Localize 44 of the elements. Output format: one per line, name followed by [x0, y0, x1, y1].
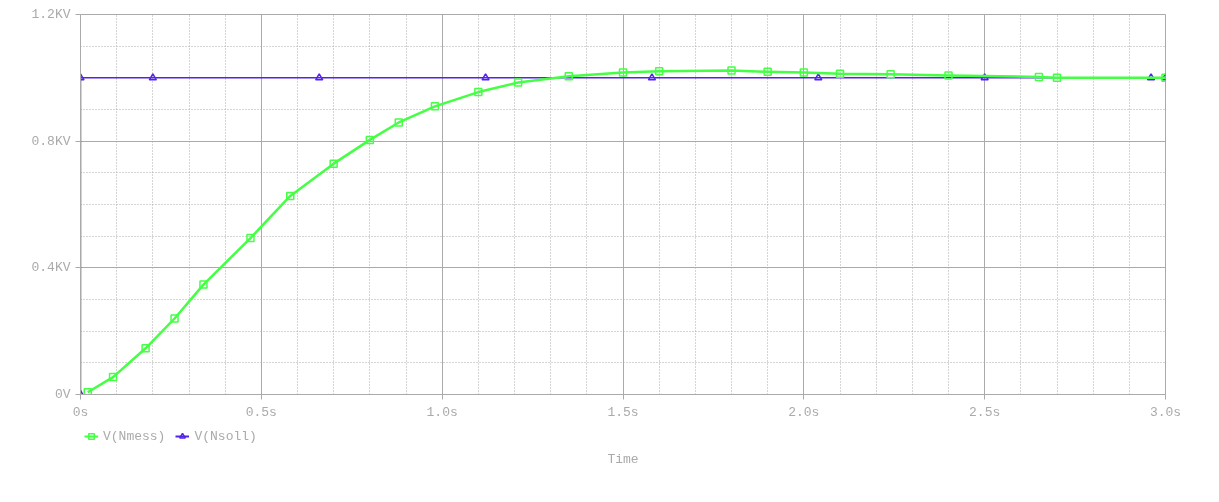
point [314, 73, 324, 81]
legend-label: V(Nsoll) [194, 428, 257, 444]
point [481, 73, 490, 81]
y-tick-label: 0.4KV [31, 260, 71, 276]
point [329, 159, 338, 168]
point [170, 314, 179, 323]
point [199, 280, 208, 289]
x-tick-label: 1.5s [607, 404, 639, 420]
point [513, 78, 523, 87]
point [141, 344, 150, 353]
point [763, 67, 772, 77]
x-tick-label: 1.0s [426, 404, 458, 420]
x-tick-label: 0.5s [245, 404, 277, 420]
legend-label: V(Nmess) [103, 428, 166, 444]
point [148, 73, 158, 81]
point [246, 233, 255, 243]
point [108, 372, 118, 382]
x-tick-label: 3.0s [1149, 404, 1182, 420]
y-tick-label: 1.2KV [31, 7, 71, 22]
x-tick-label: 0s [72, 404, 89, 420]
point [1034, 72, 1044, 82]
point [564, 72, 573, 81]
point [654, 66, 664, 76]
point [799, 68, 809, 77]
point [647, 73, 657, 81]
point [286, 191, 295, 201]
y-tick-label: 0V [54, 387, 71, 402]
point [618, 68, 628, 77]
point [814, 73, 823, 81]
point [944, 71, 953, 80]
point [365, 135, 375, 145]
x-tick-label: 2.5s [969, 404, 1001, 420]
point [1146, 73, 1156, 81]
point [430, 102, 440, 111]
point [1052, 73, 1062, 83]
point [886, 70, 895, 79]
point [980, 73, 989, 81]
x-tick-label: 2.0s [788, 404, 820, 420]
point [835, 69, 845, 78]
point [727, 66, 736, 75]
y-tick-label: 0.8KV [31, 133, 71, 149]
x-axis-title: Time [607, 451, 639, 467]
point [474, 87, 483, 97]
point [394, 118, 404, 127]
